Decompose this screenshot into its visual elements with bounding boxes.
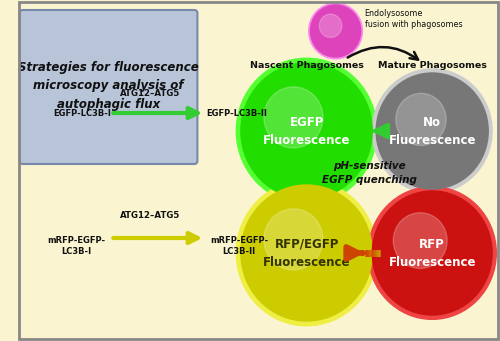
Text: RFP
Fluorescence: RFP Fluorescence (388, 237, 476, 268)
Text: No
Fluorescence: No Fluorescence (388, 116, 476, 147)
Circle shape (372, 69, 492, 193)
FancyBboxPatch shape (20, 10, 198, 164)
Text: RFP/EGFP
Fluorescence: RFP/EGFP Fluorescence (263, 237, 350, 268)
Text: mRFP-EGFP-
LC3B-II: mRFP-EGFP- LC3B-II (210, 236, 268, 256)
Circle shape (241, 185, 372, 321)
Circle shape (393, 213, 447, 268)
Text: ATG12–ATG5: ATG12–ATG5 (120, 89, 180, 98)
Circle shape (236, 58, 377, 204)
Text: Nascent Phagosomes: Nascent Phagosomes (250, 61, 364, 71)
Circle shape (241, 63, 372, 199)
Text: mRFP-EGFP-
LC3B-I: mRFP-EGFP- LC3B-I (48, 236, 106, 256)
Text: pH-sensitive
EGFP quenching: pH-sensitive EGFP quenching (322, 161, 417, 185)
Text: EGFP
Fluorescence: EGFP Fluorescence (263, 116, 350, 147)
Circle shape (308, 3, 362, 59)
Circle shape (310, 5, 360, 57)
Circle shape (372, 191, 492, 315)
Text: EGFP-LC3B-II: EGFP-LC3B-II (206, 108, 268, 118)
Text: Mature Phagosomes: Mature Phagosomes (378, 61, 486, 71)
Circle shape (264, 87, 323, 148)
Text: ATG12–ATG5: ATG12–ATG5 (120, 211, 180, 221)
Circle shape (264, 209, 323, 270)
Circle shape (396, 93, 446, 146)
Text: Strategies for fluorescence
microscopy analysis of
autophagic flux: Strategies for fluorescence microscopy a… (18, 61, 199, 111)
Circle shape (236, 180, 377, 326)
Circle shape (319, 14, 342, 38)
Text: EGFP-LC3B-I: EGFP-LC3B-I (54, 108, 112, 118)
Circle shape (376, 73, 488, 189)
Text: Endolysosome
fusion with phagosomes: Endolysosome fusion with phagosomes (364, 9, 462, 29)
Circle shape (368, 187, 496, 319)
